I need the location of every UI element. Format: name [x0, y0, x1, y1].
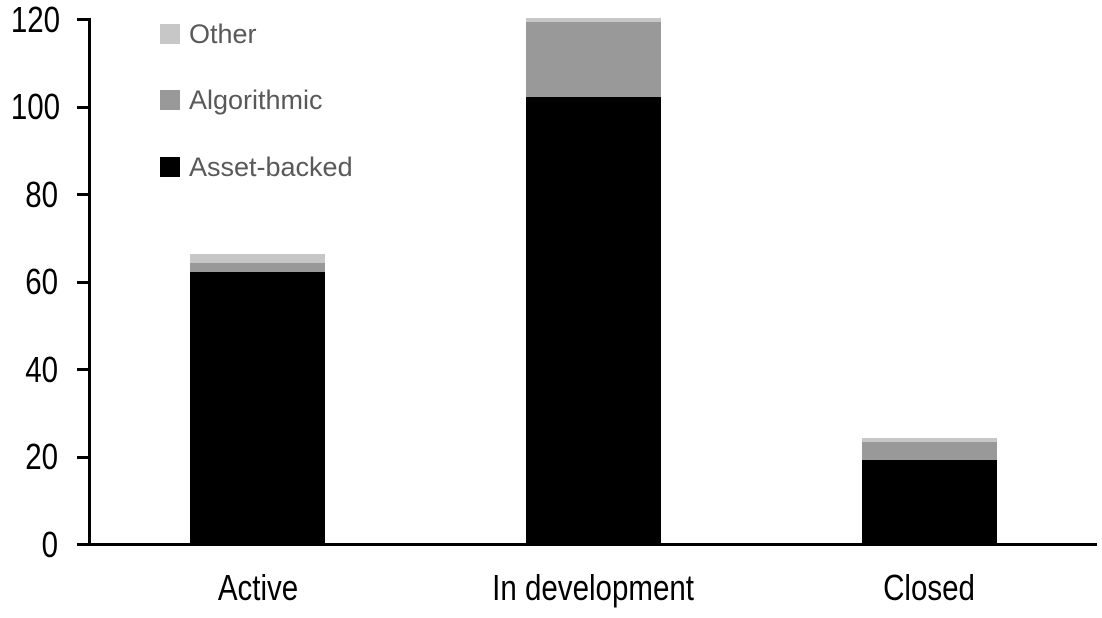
bar-segment-asset-backed — [861, 459, 997, 543]
x-category-label: Closed — [883, 567, 976, 608]
y-tick-mark — [77, 193, 90, 196]
y-tick-mark — [77, 455, 90, 459]
x-category-label: Active — [217, 567, 299, 608]
legend-label: Other — [189, 19, 257, 49]
legend-label: Asset-backed — [189, 152, 353, 182]
legend-item-asset-backed: Asset-backed — [160, 152, 353, 182]
bar-segment-other — [526, 18, 661, 23]
bar-segment-algorithmic — [526, 22, 661, 97]
y-tick-label: 40 — [25, 348, 58, 390]
legend-item-algorithmic: Algorithmic — [160, 85, 323, 115]
y-tick-label: 60 — [25, 261, 58, 302]
y-tick-label: 120 — [10, 0, 61, 40]
y-tick-mark — [77, 18, 90, 21]
legend-label: Algorithmic — [189, 85, 323, 115]
bar-segment-asset-backed — [190, 271, 326, 543]
legend-swatch-icon — [160, 90, 180, 110]
bar-segment-other — [861, 438, 997, 443]
y-tick-mark — [77, 280, 90, 284]
bar-closed — [861, 438, 997, 543]
y-tick-mark — [77, 543, 90, 546]
legend-swatch-icon — [160, 24, 180, 44]
y-tick-mark — [77, 368, 90, 371]
bar-active — [190, 254, 326, 543]
bar-segment-algorithmic — [190, 263, 326, 272]
bar-segment-other — [190, 254, 326, 263]
legend-swatch-icon — [160, 157, 180, 177]
bar-segment-asset-backed — [526, 96, 661, 543]
x-axis-line — [77, 543, 1097, 546]
legend-item-other: Other — [160, 19, 257, 49]
y-tick-label: 100 — [10, 86, 61, 127]
y-tick-label: 0 — [41, 523, 58, 565]
bar-in-development — [526, 18, 661, 543]
y-tick-mark — [77, 105, 90, 109]
y-tick-label: 80 — [25, 173, 58, 215]
bar-segment-algorithmic — [861, 442, 997, 460]
y-tick-label: 20 — [25, 436, 58, 477]
x-category-label: In development — [492, 567, 695, 608]
